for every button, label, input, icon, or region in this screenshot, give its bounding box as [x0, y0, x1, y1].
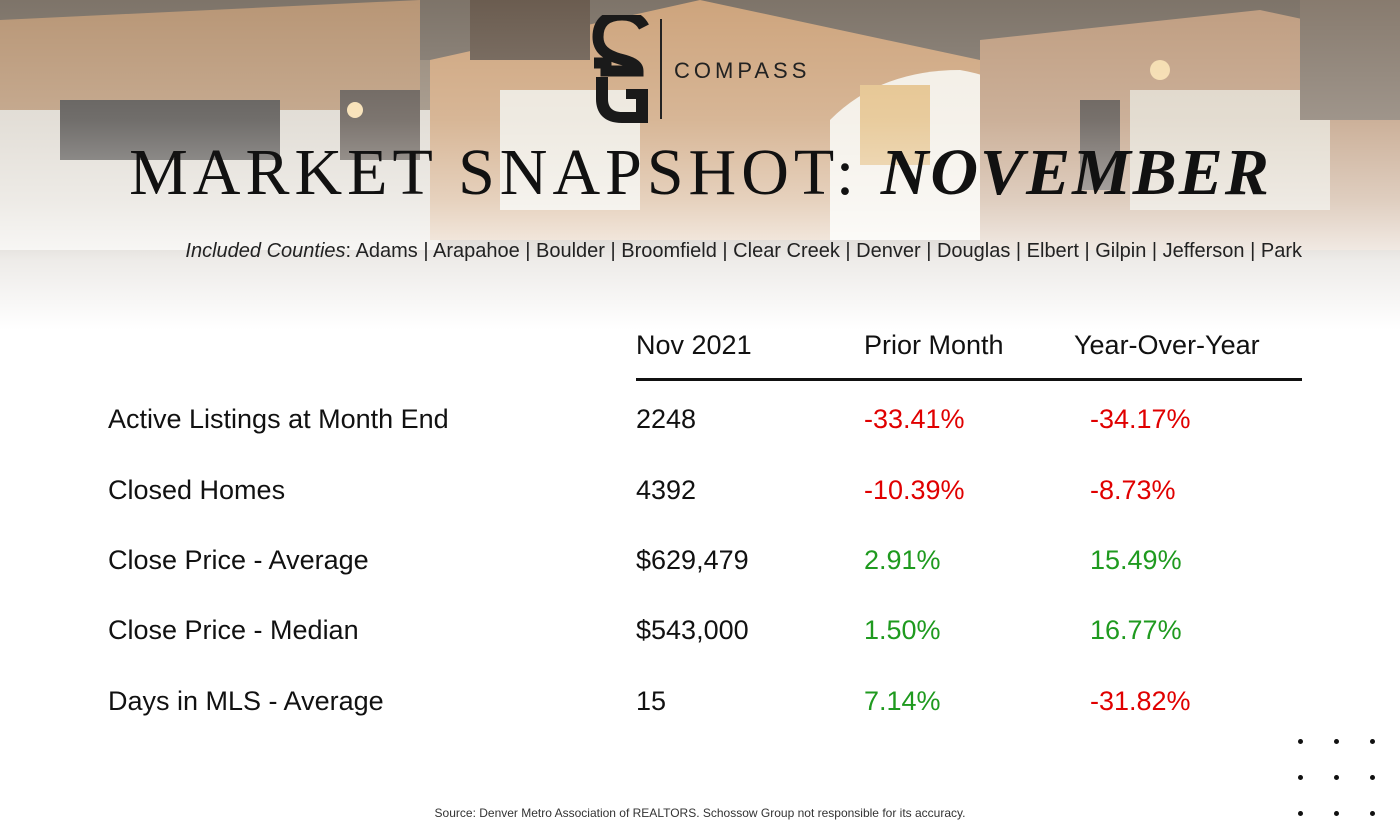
row-label: Close Price - Median — [108, 615, 359, 645]
row-prior-month: 2.91% — [864, 545, 941, 575]
page-title: MARKET SNAPSHOT: NOVEMBER — [0, 128, 1400, 218]
row-year-over-year: 16.77% — [1090, 615, 1182, 645]
included-counties: Included Counties: Adams | Arapahoe | Bo… — [185, 240, 1302, 262]
dot — [1334, 739, 1339, 744]
row-label: Close Price - Average — [108, 545, 369, 575]
row-year-over-year: -8.73% — [1090, 475, 1176, 505]
dot — [1370, 775, 1375, 780]
sg-monogram-icon: SG — [592, 15, 649, 123]
dot — [1370, 811, 1375, 816]
title-month: NOVEMBER — [880, 136, 1271, 209]
compass-wordmark: COMPASS — [674, 58, 811, 83]
decorative-dot-grid — [1290, 734, 1380, 824]
table-row: Active Listings at Month End 2248 -33.41… — [0, 394, 1400, 444]
row-prior-month: -10.39% — [864, 475, 965, 505]
source-footnote: Source: Denver Metro Association of REAL… — [434, 806, 966, 820]
row-prior-month: -33.41% — [864, 404, 965, 434]
brand-logo: SG COMPASS — [592, 14, 810, 124]
row-year-over-year: 15.49% — [1090, 545, 1182, 575]
counties-list: Adams | Arapahoe | Boulder | Broomfield … — [355, 240, 1302, 262]
row-value: $629,479 — [636, 545, 749, 575]
dot — [1298, 775, 1303, 780]
row-prior-month: 1.50% — [864, 615, 941, 645]
row-value: 15 — [636, 686, 667, 716]
header-current: Nov 2021 — [636, 330, 752, 360]
row-value: $543,000 — [636, 615, 749, 645]
row-year-over-year: -34.17% — [1090, 404, 1191, 434]
row-value: 4392 — [636, 475, 697, 505]
row-label: Active Listings at Month End — [108, 404, 449, 434]
dot — [1370, 739, 1375, 744]
table-row: Days in MLS - Average 15 7.14% -31.82% — [0, 676, 1400, 726]
dot — [1298, 811, 1303, 816]
header-rule — [636, 378, 1302, 381]
logo-divider — [660, 19, 662, 119]
row-prior-month: 7.14% — [864, 686, 941, 716]
dot — [1334, 811, 1339, 816]
table-row: Closed Homes 4392 -10.39% -8.73% — [0, 465, 1400, 515]
dot — [1298, 739, 1303, 744]
row-label: Closed Homes — [108, 475, 286, 505]
dot — [1334, 775, 1339, 780]
table-row: Close Price - Median $543,000 1.50% 16.7… — [0, 605, 1400, 655]
counties-label: Included Counties — [185, 240, 346, 262]
title-prefix: MARKET SNAPSHOT: — [129, 136, 860, 209]
table-row: Close Price - Average $629,479 2.91% 15.… — [0, 535, 1400, 585]
row-label: Days in MLS - Average — [108, 686, 384, 716]
header-prior-month: Prior Month — [864, 330, 1004, 360]
row-value: 2248 — [636, 404, 697, 434]
header-year-over-year: Year-Over-Year — [1074, 330, 1260, 360]
row-year-over-year: -31.82% — [1090, 686, 1191, 716]
